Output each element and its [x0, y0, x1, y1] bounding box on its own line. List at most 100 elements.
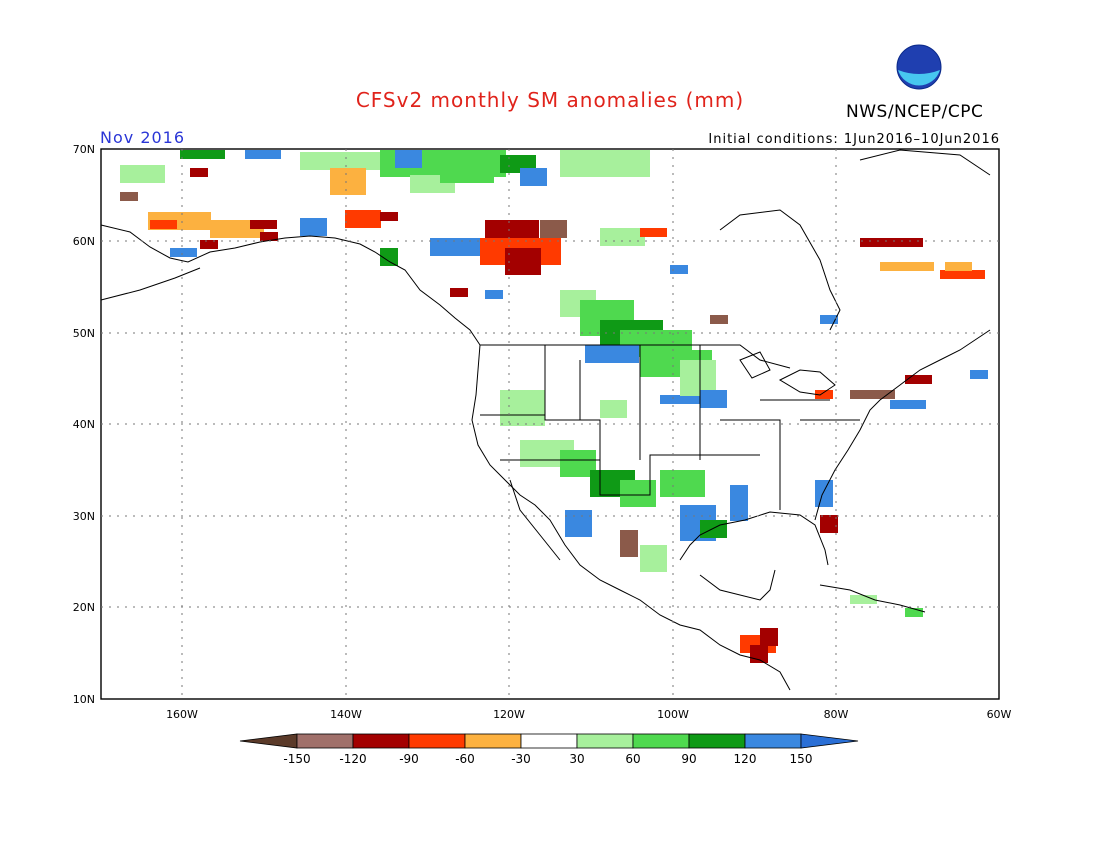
- anomaly-cell: [260, 232, 278, 241]
- legend-box-1: [296, 733, 354, 749]
- anomaly-cell: [120, 165, 165, 183]
- anomaly-cell: [380, 248, 398, 266]
- anomaly-cell: [450, 288, 468, 297]
- anomaly-cell: [820, 515, 838, 533]
- anomaly-cell: [890, 400, 926, 409]
- anomaly-cell: [585, 345, 639, 363]
- legend-label-90: 90: [681, 752, 696, 766]
- anomaly-cell: [440, 165, 494, 183]
- anomaly-cell: [660, 395, 714, 404]
- lat-label-30n: 30N: [73, 510, 95, 523]
- anomaly-cell: [300, 152, 381, 170]
- anomaly-cell: [485, 290, 503, 299]
- anomaly-cell: [300, 218, 327, 236]
- anomaly-cell: [505, 248, 541, 275]
- lon-label-100w: 100W: [657, 708, 689, 721]
- legend-label-m60: -60: [455, 752, 475, 766]
- legend-box-2: [352, 733, 410, 749]
- anomaly-cell: [345, 210, 381, 228]
- anomaly-cell: [485, 220, 539, 238]
- anomaly-cell: [970, 370, 988, 379]
- anomaly-cell: [905, 375, 932, 384]
- anomaly-cell: [905, 608, 923, 617]
- anomaly-cells: [120, 150, 988, 663]
- anomaly-cell: [940, 270, 985, 279]
- anomaly-cell: [250, 220, 277, 229]
- anomaly-cell: [245, 150, 281, 159]
- anomaly-cell: [750, 645, 768, 663]
- anomaly-cell: [850, 595, 877, 604]
- lat-label-20n: 20N: [73, 601, 95, 614]
- legend-label-m30: -30: [511, 752, 531, 766]
- legend-label-m90: -90: [399, 752, 419, 766]
- anomaly-cell: [430, 238, 484, 256]
- gridlines: [101, 149, 999, 699]
- anomaly-cell: [600, 228, 645, 246]
- anomaly-cell: [850, 390, 895, 399]
- anomaly-cell: [760, 628, 778, 646]
- organization-label: NWS/NCEP/CPC: [846, 102, 984, 122]
- legend-arrow-high: [800, 733, 859, 749]
- anomaly-cell: [180, 150, 225, 159]
- anomaly-cell: [620, 530, 638, 557]
- legend-box-9: [744, 733, 802, 749]
- legend-box-3: [408, 733, 466, 749]
- anomaly-cell: [565, 510, 592, 537]
- anomaly-cell: [600, 400, 627, 418]
- anomaly-cell: [640, 228, 667, 237]
- forecast-period: Nov 2016: [100, 128, 186, 147]
- legend-label-60: 60: [625, 752, 640, 766]
- anomaly-cell: [380, 212, 398, 221]
- anomaly-cell: [190, 168, 208, 177]
- lat-label-60n: 60N: [73, 235, 95, 248]
- noaa-logo-icon: [896, 44, 942, 90]
- lon-label-80w: 80W: [824, 708, 849, 721]
- anomaly-cell: [620, 480, 656, 507]
- legend-box-5: [520, 733, 578, 749]
- legend-arrow-low: [239, 733, 298, 749]
- anomaly-cell: [120, 192, 138, 201]
- anomaly-cell: [500, 390, 545, 426]
- anomaly-cell: [330, 168, 366, 195]
- anomaly-cell: [200, 240, 218, 249]
- anomaly-cell: [395, 150, 422, 168]
- color-legend: [239, 733, 859, 749]
- legend-box-7: [632, 733, 690, 749]
- anomaly-cell: [640, 545, 667, 572]
- anomaly-cell: [730, 485, 748, 521]
- anomaly-cell: [945, 262, 972, 271]
- anomaly-cell: [700, 390, 727, 408]
- anomaly-cell: [670, 265, 688, 274]
- anomaly-cell: [700, 520, 727, 538]
- initial-conditions: Initial conditions: 1Jun2016–10Jun2016: [708, 132, 1000, 147]
- legend-label-m150: -150: [283, 752, 310, 766]
- anomaly-cell: [710, 315, 728, 324]
- lon-label-60w: 60W: [987, 708, 1012, 721]
- legend-label-120: 120: [734, 752, 757, 766]
- anomaly-cell: [880, 262, 934, 271]
- lat-label-10n: 10N: [73, 693, 95, 706]
- anomaly-cell: [560, 150, 650, 177]
- anomaly-cell: [170, 248, 197, 257]
- lon-label-120w: 120W: [493, 708, 525, 721]
- anomaly-cell: [660, 470, 705, 497]
- anomaly-cell: [150, 220, 177, 229]
- legend-label-150: 150: [790, 752, 813, 766]
- anomaly-cell: [815, 390, 833, 399]
- anomaly-cell: [520, 168, 547, 186]
- lat-label-40n: 40N: [73, 418, 95, 431]
- lat-label-50n: 50N: [73, 327, 95, 340]
- legend-box-6: [576, 733, 634, 749]
- map-title: CFSv2 monthly SM anomalies (mm): [355, 88, 745, 112]
- anomaly-cell: [860, 238, 923, 247]
- anomaly-cell: [540, 220, 567, 238]
- lon-label-160w: 160W: [166, 708, 198, 721]
- legend-label-30: 30: [569, 752, 584, 766]
- lat-label-70n: 70N: [73, 143, 95, 156]
- legend-label-m120: -120: [339, 752, 366, 766]
- lon-label-140w: 140W: [330, 708, 362, 721]
- anomaly-cell: [820, 315, 838, 324]
- legend-box-8: [688, 733, 746, 749]
- anomaly-cell: [815, 480, 833, 507]
